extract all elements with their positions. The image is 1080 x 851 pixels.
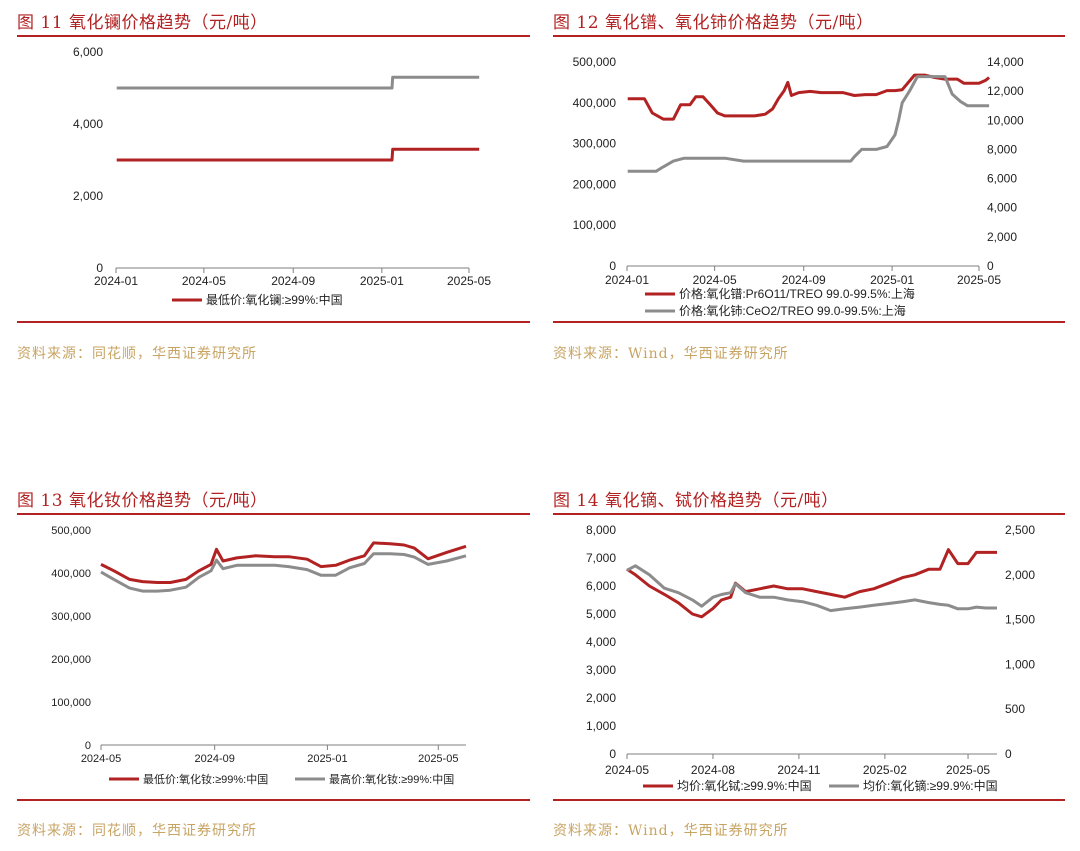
y-tick-label: 2,000 <box>586 691 616 705</box>
y2-tick-label: 14,000 <box>987 55 1024 69</box>
title-rule <box>553 513 1065 515</box>
y-tick-label: 200,000 <box>573 177 617 191</box>
y-tick-label: 300,000 <box>573 137 617 151</box>
title-rule <box>17 513 530 515</box>
praseodymium-cerium-oxide-price-chart: 2024-01 2024-05 2024-09 2025-01 2025-050100,… <box>573 55 1024 318</box>
y-tick-label: 3,000 <box>586 663 616 677</box>
y-tick-label: 2,000 <box>73 189 103 203</box>
bottom-rule <box>553 321 1065 323</box>
figure-14-panel: 图 14 氧化镝、铽价格趋势（元/吨） 2024-05 2024-08 2024-1… <box>553 486 1065 846</box>
figure-title: 图 14 氧化镝、铽价格趋势（元/吨） <box>553 491 839 511</box>
bottom-rule <box>553 799 1065 801</box>
y-tick-label: 7,000 <box>586 551 616 565</box>
x-tick-label: 2024-05 <box>693 273 737 287</box>
y-tick-label: 0 <box>609 747 616 761</box>
legend-label: 最低价:氧化钕:≥99%:中国 <box>143 772 268 786</box>
dysprosium-terbium-oxide-price-chart: 2024-05 2024-08 2024-11 2025-02 2025-05 0 1,00… <box>586 523 1035 793</box>
series-line-0 <box>100 541 467 584</box>
y-tick-label: 500,000 <box>573 55 617 69</box>
x-tick-label: 2025-01 <box>307 753 347 765</box>
y2-tick-label: 6,000 <box>987 172 1017 186</box>
x-tick-label: 2025-05 <box>957 273 1001 287</box>
legend-label: 最高价:氧化钕:≥99%:中国 <box>329 772 454 786</box>
x-tick-label: 2025-01 <box>360 274 404 288</box>
y-tick-label: 0 <box>85 740 91 752</box>
source-note: 资料来源：同花顺，华西证券研究所 <box>17 823 257 839</box>
y-tick-label: 100,000 <box>51 697 91 709</box>
y2-tick-label: 0 <box>987 259 994 273</box>
legend-label: 最低价:氧化镧:≥99%:中国 <box>206 292 343 307</box>
y-tick-label: 400,000 <box>51 568 91 580</box>
source-note: 资料来源：同花顺，华西证券研究所 <box>17 346 257 362</box>
y-tick-label: 6,000 <box>73 45 103 59</box>
x-tick-label: 2024-05 <box>605 763 649 777</box>
y2-tick-label: 2,000 <box>987 230 1017 244</box>
series-line-1 <box>100 552 467 593</box>
x-tick-label: 2025-05 <box>447 274 491 288</box>
figure-title: 图 12 氧化镨、氧化铈价格趋势（元/吨） <box>553 13 874 33</box>
x-tick-label: 2024-09 <box>782 273 826 287</box>
y-tick-label: 8,000 <box>586 523 616 537</box>
y-tick-label: 1,000 <box>586 719 616 733</box>
neodymium-oxide-price-chart: 2024-05 2024-09 2025-01 2025-05 0 100,000 200,… <box>51 525 467 786</box>
bottom-rule <box>17 799 530 801</box>
y2-tick-label: 500 <box>1005 702 1025 716</box>
x-tick-label: 2025-05 <box>418 753 458 765</box>
figure-title: 图 13 氧化钕价格趋势（元/吨） <box>17 491 268 511</box>
title-rule <box>553 35 1065 37</box>
figure-title: 图 11 氧化镧价格趋势（元/吨） <box>17 13 268 33</box>
y-tick-label: 400,000 <box>573 96 617 110</box>
source-note: 资料来源：Wind，华西证券研究所 <box>553 346 789 362</box>
x-tick-label: 2024-09 <box>194 753 234 765</box>
x-tick-label: 2024-05 <box>81 753 121 765</box>
legend-label: 价格:氧化铈:CeO2/TREO 99.0-99.5%:上海 <box>679 303 906 318</box>
y-tick-label: 4,000 <box>73 117 103 131</box>
series-line-1 <box>627 75 990 173</box>
y-tick-label: 300,000 <box>51 611 91 623</box>
x-tick-label: 2024-11 <box>777 763 820 777</box>
legend-label: 价格:氧化镨:Pr6O11/TREO 99.0-99.5%:上海 <box>679 286 915 301</box>
x-tick-label: 2025-02 <box>863 763 907 777</box>
legend-label: 均价:氧化铽:≥99.9%:中国 <box>677 778 812 793</box>
x-tick-label: 2024-05 <box>182 274 226 288</box>
x-tick-label: 2025-05 <box>946 763 990 777</box>
lanthanum-oxide-price-chart: 2024-01 2024-05 2024-09 2025-01 2025-05 0 2,00… <box>73 45 491 307</box>
y2-tick-label: 0 <box>1005 747 1012 761</box>
y-tick-label: 6,000 <box>586 579 616 593</box>
series-line-0 <box>116 147 480 162</box>
series-line-0 <box>627 73 991 121</box>
y-tick-label: 5,000 <box>586 607 616 621</box>
y-tick-label: 0 <box>609 259 616 273</box>
bottom-rule <box>17 321 530 323</box>
y2-tick-label: 2,500 <box>1005 523 1035 537</box>
y2-tick-label: 10,000 <box>987 113 1024 127</box>
figure-13-panel: 图 13 氧化钕价格趋势（元/吨） 2024-05 2024-09 2025-01 2… <box>17 486 530 846</box>
y2-tick-label: 1,000 <box>1005 657 1035 671</box>
y-tick-label: 0 <box>96 261 103 275</box>
y-tick-label: 500,000 <box>51 525 91 537</box>
x-tick-label: 2024-09 <box>271 274 315 288</box>
figure-11-panel: 图 11 氧化镧价格趋势（元/吨） 2024-01 2024-05 2024-09 2… <box>17 8 530 368</box>
series-line-0 <box>626 548 997 619</box>
y-tick-label: 200,000 <box>51 654 91 666</box>
x-tick-label: 2024-08 <box>691 763 735 777</box>
y2-tick-label: 1,500 <box>1005 613 1035 627</box>
x-tick-label: 2025-01 <box>870 273 914 287</box>
title-rule <box>17 35 530 37</box>
y2-tick-label: 12,000 <box>987 84 1024 98</box>
figure-12-panel: 图 12 氧化镨、氧化铈价格趋势（元/吨） 2024-01 2024-05 2024… <box>553 8 1065 368</box>
y2-tick-label: 2,000 <box>1005 568 1035 582</box>
y-tick-label: 100,000 <box>573 218 617 232</box>
x-tick-label: 2024-01 <box>605 273 649 287</box>
series-line-1 <box>116 75 480 90</box>
source-note: 资料来源：Wind，华西证券研究所 <box>553 823 789 839</box>
x-tick-label: 2024-01 <box>94 274 138 288</box>
legend-label: 均价:氧化镝:≥99.9%:中国 <box>863 778 998 793</box>
y-tick-label: 4,000 <box>586 635 616 649</box>
y2-tick-label: 8,000 <box>987 142 1017 156</box>
y2-tick-label: 4,000 <box>987 201 1017 215</box>
series-line-1 <box>626 564 997 613</box>
